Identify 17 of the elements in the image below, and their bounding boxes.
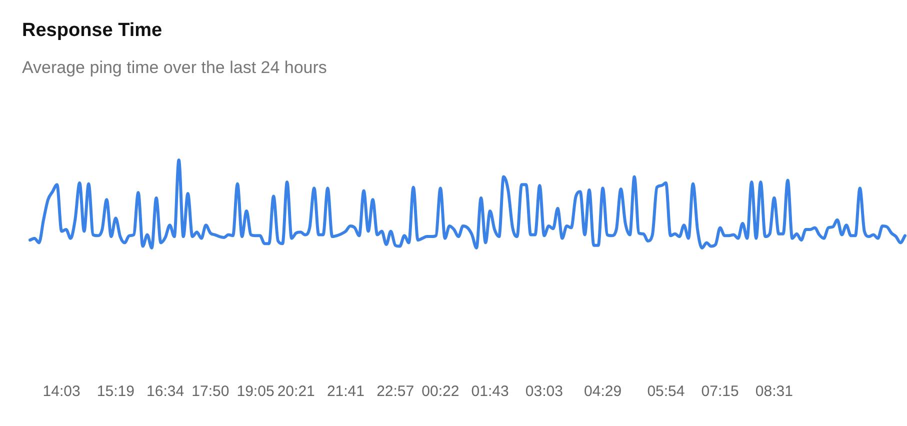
x-tick-label: 08:31 <box>755 383 793 400</box>
chart-subtitle: Average ping time over the last 24 hours <box>22 58 327 78</box>
x-tick-label: 19:05 <box>236 383 274 400</box>
chart-title: Response Time <box>22 20 162 42</box>
x-tick-label: 17:50 <box>192 383 230 400</box>
x-tick-label: 05:54 <box>647 383 685 400</box>
x-tick-label: 14:03 <box>42 383 80 400</box>
x-tick-label: 16:34 <box>146 383 184 400</box>
x-tick-label: 20:21 <box>277 383 315 400</box>
x-tick-label: 21:41 <box>326 383 364 400</box>
x-tick-label: 15:19 <box>96 383 134 400</box>
x-tick-label: 00:22 <box>422 383 460 400</box>
x-tick-label: 01:43 <box>471 383 509 400</box>
x-tick-label: 07:15 <box>701 383 739 400</box>
x-tick-label: 03:03 <box>525 383 563 400</box>
x-tick-label: 04:29 <box>584 383 622 400</box>
x-tick-label: 22:57 <box>376 383 414 400</box>
